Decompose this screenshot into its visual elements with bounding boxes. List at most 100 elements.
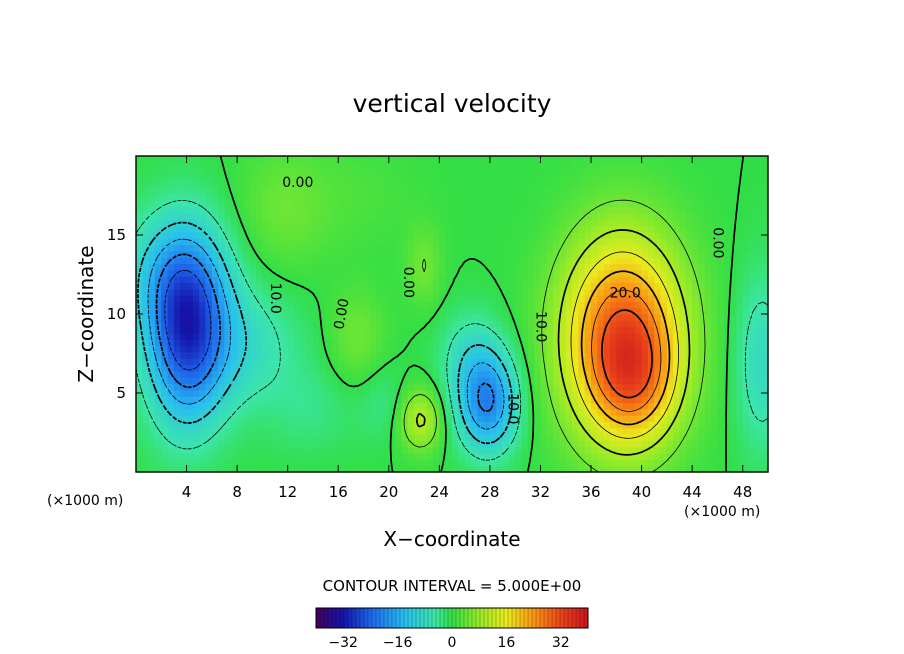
field-cell [489,421,497,429]
field-cell [578,156,586,163]
field-cell [154,326,162,334]
field-cell [742,396,750,404]
field-cell [401,193,409,201]
field-cell [218,377,226,385]
field-cell [306,345,314,353]
field-cell [161,187,169,195]
field-cell [357,351,365,359]
field-cell [237,200,245,208]
field-cell [199,301,207,309]
field-cell [142,415,150,423]
field-cell [458,396,466,404]
field-cell [749,314,756,321]
field-cell [199,206,207,214]
field-cell [610,257,617,265]
field-cell [717,301,725,309]
field-cell [470,263,478,271]
field-cell [249,427,257,435]
field-cell [736,377,744,385]
field-cell [426,181,434,189]
field-cell [685,200,693,208]
field-cell [243,225,251,233]
field-cell [167,358,175,366]
field-cell [331,225,339,233]
field-cell [192,244,200,252]
field-cell [711,427,719,435]
field-cell [717,332,725,340]
field-cell [660,440,668,448]
field-cell [647,446,655,454]
field-cell [534,269,542,277]
field-cell [527,408,535,416]
field-cell [192,282,200,290]
field-cell [136,459,143,467]
field-cell [180,276,188,283]
field-cell [192,225,200,233]
field-cell [628,162,636,170]
field-cell [458,415,466,423]
field-cell [749,206,756,214]
field-cell [325,421,333,429]
field-cell [331,339,339,347]
field-cell [173,156,181,163]
field-cell [603,358,611,366]
field-cell [698,377,706,385]
field-cell [711,295,719,302]
field-cell [679,288,687,296]
field-cell [230,332,238,340]
field-cell [306,257,314,265]
field-cell [224,415,232,423]
field-cell [723,459,731,467]
field-cell [161,212,169,220]
field-cell [249,288,257,296]
field-cell [243,276,251,283]
field-cell [711,162,719,170]
field-cell [717,295,725,302]
field-cell [388,326,396,334]
field-cell [496,162,504,170]
field-cell [218,440,226,448]
field-cell [262,193,270,201]
field-cell [628,440,636,448]
field-cell [610,351,617,359]
field-cell [597,389,605,397]
field-cell [477,440,485,448]
field-cell [249,465,257,473]
field-cell [704,446,712,454]
field-cell [243,206,251,214]
field-cell [325,370,333,378]
field-cell [344,282,352,290]
field-cell [597,358,605,366]
field-cell [559,358,567,366]
field-cell [616,206,624,214]
field-cell [647,156,655,163]
field-cell [331,408,339,416]
field-cell [420,446,428,454]
field-cell [420,453,428,460]
field-cell [287,162,295,170]
field-cell [401,440,409,448]
field-cell [616,332,624,340]
field-cell [572,181,579,189]
field-cell [527,314,535,321]
field-cell [382,351,390,359]
field-cell [749,282,756,290]
field-cell [578,219,586,227]
field-cell [344,427,352,435]
field-cell [673,396,681,404]
field-cell [559,257,567,265]
field-cell [439,320,447,328]
field-cell [211,219,219,227]
field-cell [628,427,636,435]
field-cell [755,231,763,239]
field-cell [388,459,396,467]
field-cell [679,345,687,353]
field-cell [521,206,529,214]
field-cell [395,187,403,195]
field-cell [275,168,282,176]
field-cell [660,206,668,214]
field-cell [521,156,529,163]
field-cell [666,200,674,208]
field-cell [673,307,681,315]
field-cell [325,402,333,410]
